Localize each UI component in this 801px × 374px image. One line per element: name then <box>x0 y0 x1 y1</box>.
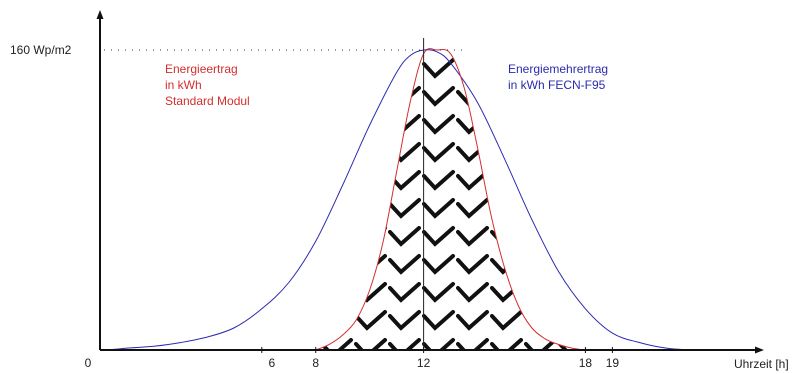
fecn-f95-label-line-2: in kWh FECN-F95 <box>508 78 606 92</box>
x-tick-layer: 0 6 8 12 18 19 <box>85 347 620 370</box>
x-tick-label: 8 <box>312 356 319 370</box>
fecn-f95-curve <box>108 49 702 351</box>
standard-module-label-line-3: Standard Modul <box>165 94 250 108</box>
x-tick-label: 12 <box>417 356 431 370</box>
x-tick-label: 0 <box>85 356 92 370</box>
x-tick-label: 18 <box>579 356 593 370</box>
standard-module-label: Energieertrag in kWh Standard Modul <box>165 62 250 108</box>
x-axis-unit-label: Uhrzeit [h] <box>734 357 789 371</box>
y-tick-label: 160 Wp/m2 <box>10 43 72 57</box>
standard-module-fill-layer <box>315 48 586 351</box>
curves-layer <box>108 48 702 351</box>
x-tick-label: 19 <box>606 356 620 370</box>
guide-lines <box>104 38 465 350</box>
fecn-f95-label: Energiemehrertrag in kWh FECN-F95 <box>508 62 611 92</box>
y-axis-arrow-icon <box>96 10 104 19</box>
standard-module-curve <box>315 48 586 351</box>
axes <box>96 10 764 354</box>
x-axis-arrow-icon <box>755 346 764 354</box>
standard-module-area <box>315 48 586 351</box>
x-tick-label: 6 <box>268 356 275 370</box>
standard-module-label-line-1: Energieertrag <box>165 62 238 76</box>
standard-module-label-line-2: in kWh <box>165 78 202 92</box>
fecn-f95-label-line-1: Energiemehrertrag <box>508 62 608 76</box>
